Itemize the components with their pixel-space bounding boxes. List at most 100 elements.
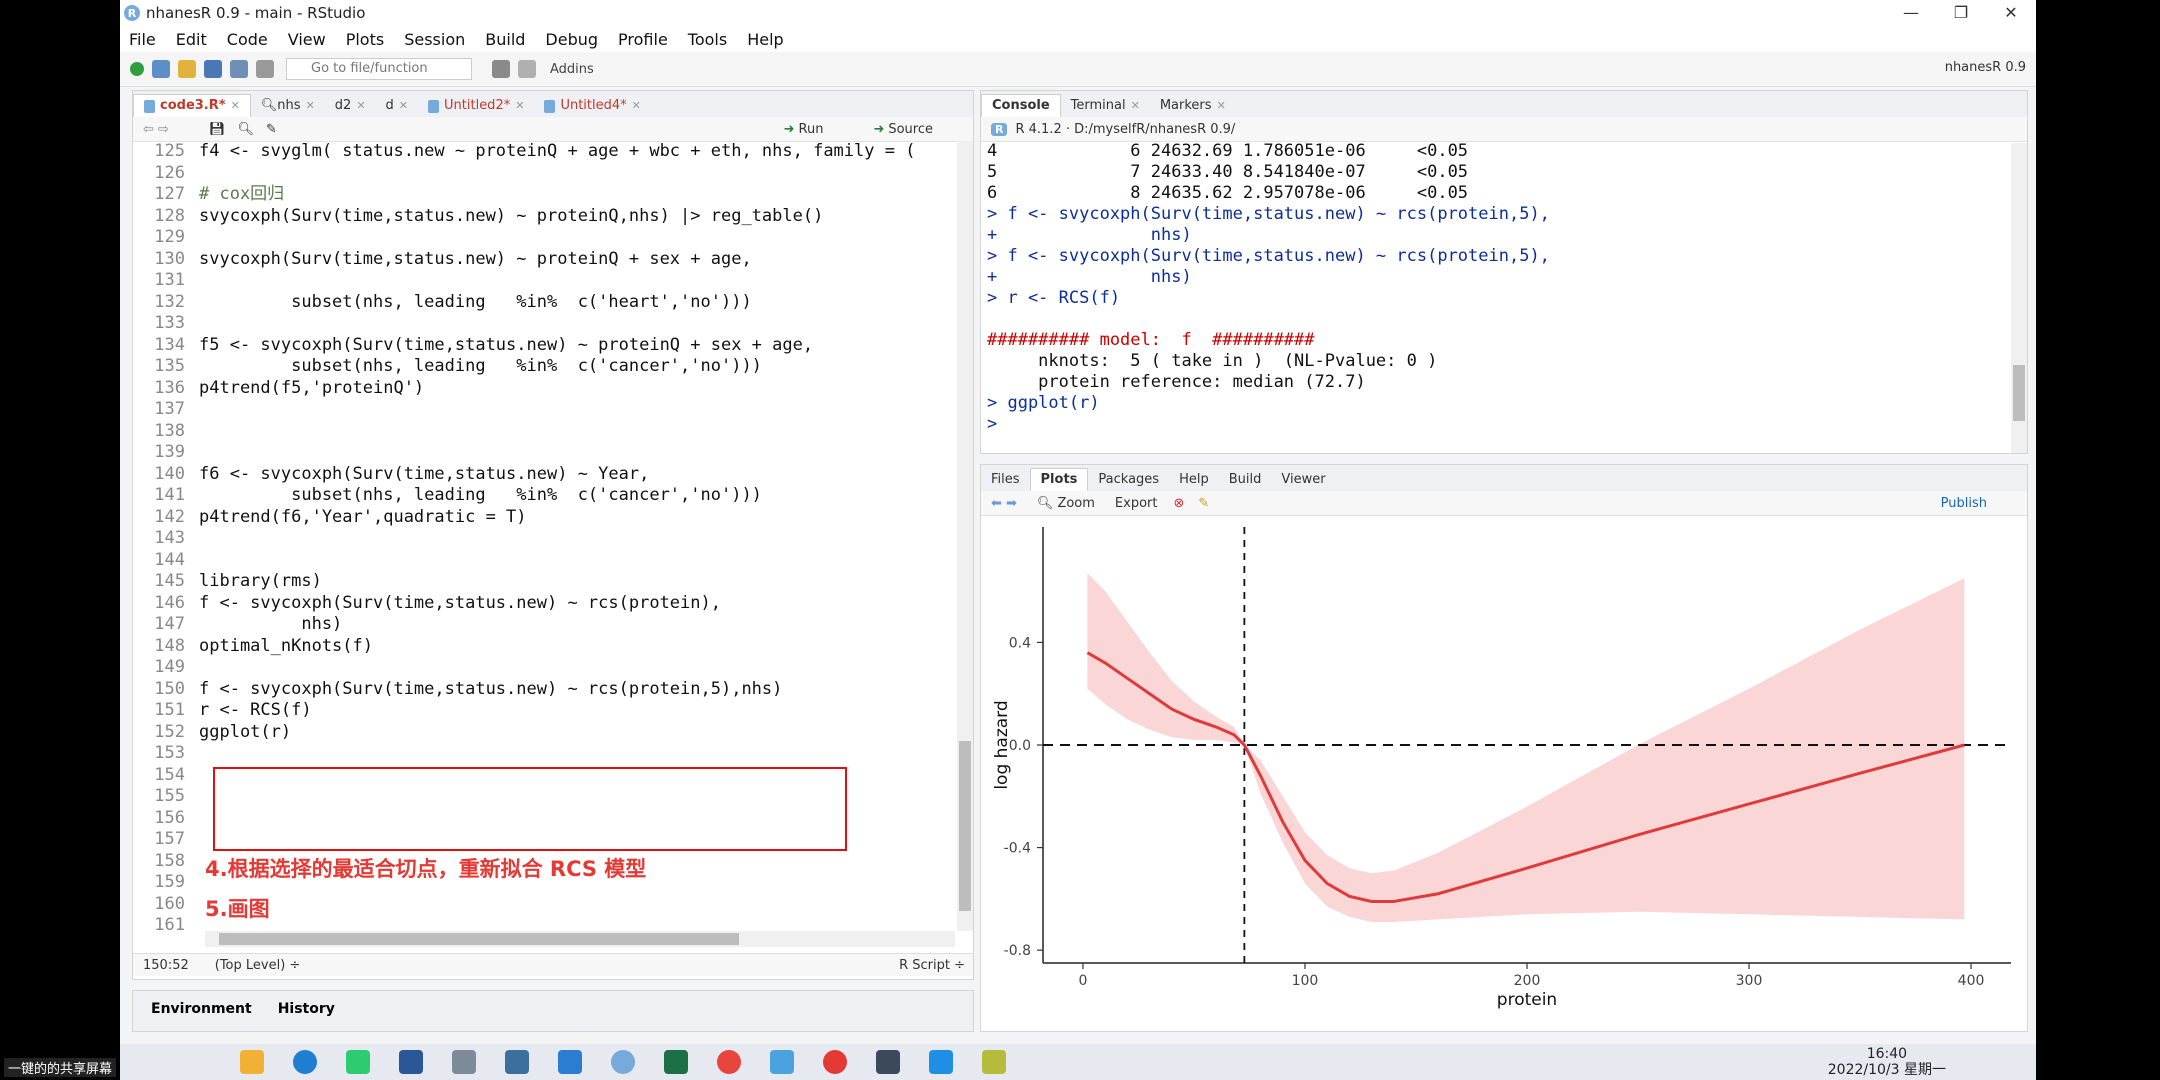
app-red-icon[interactable] (823, 1050, 847, 1074)
annotation-note-2: 5.画图 (205, 897, 270, 921)
tab-environment[interactable]: Environment (151, 1001, 252, 1017)
rstudio-taskbar-icon[interactable] (611, 1050, 635, 1074)
menu-profile[interactable]: Profile (618, 29, 668, 49)
menu-code[interactable]: Code (226, 29, 268, 49)
run-button[interactable]: Run (798, 121, 824, 137)
y-tick-label: -0.8 (1004, 943, 1031, 959)
line-number: 155 (154, 786, 185, 806)
notepad-icon[interactable] (982, 1050, 1006, 1074)
edge-icon[interactable] (293, 1050, 317, 1074)
line-number: 135 (154, 356, 185, 376)
back-forward-icon[interactable]: ⇦ ⇨ (143, 121, 169, 137)
r-version-path: R 4.1.2 · D:/myselfR/nhanesR 0.9/ (1015, 121, 1236, 137)
app-blue-icon[interactable] (929, 1050, 953, 1074)
restore-button[interactable]: ❐ (1953, 3, 1969, 22)
plots-toolbar: ⬅ ➡ 🔍︎ Zoom Export ⊗ ✎ Publish (981, 491, 2027, 516)
tab-history[interactable]: History (277, 1001, 335, 1017)
tab-terminal[interactable]: Terminal ✕ (1070, 98, 1140, 113)
scroll-thumb[interactable] (2013, 365, 2025, 421)
tab-code3[interactable]: code3.R* ✕ (133, 94, 251, 117)
find-icon[interactable]: 🔍︎ (237, 121, 254, 137)
save-all-icon[interactable] (230, 60, 248, 78)
grid-icon[interactable] (518, 60, 536, 78)
open-file-icon[interactable] (178, 60, 196, 78)
broom-icon[interactable]: ✎ (1198, 495, 1210, 511)
tab-markers[interactable]: Markers ✕ (1159, 98, 1226, 113)
console-output[interactable]: 4 6 24632.69 1.786051e-06 <0.05 5 7 24633… (987, 141, 2007, 449)
menu-tools[interactable]: Tools (687, 29, 728, 49)
save-icon[interactable]: 💾︎ (208, 121, 226, 137)
source-button[interactable]: Source (888, 121, 933, 137)
console-line: > r <- RCS(f) (987, 288, 1121, 308)
share-screen-label: 一键的的共享屏幕 (4, 1058, 117, 1077)
tab-nhs[interactable]: 🔍︎ nhs ✕ (251, 95, 325, 117)
chrome-icon[interactable] (717, 1050, 741, 1074)
screenshot-icon[interactable] (770, 1050, 794, 1074)
file-explorer-icon[interactable] (240, 1050, 264, 1074)
line-number: 146 (154, 592, 185, 613)
tab-d2[interactable]: d2 ✕ (334, 98, 366, 113)
console-line: protein reference: median (72.7) (987, 372, 1366, 392)
editor-vscrollbar[interactable] (957, 141, 973, 931)
hscroll-thumb[interactable] (219, 933, 739, 945)
menu-session[interactable]: Session (404, 29, 466, 49)
tab-d[interactable]: d ✕ (385, 98, 409, 113)
new-project-icon[interactable] (152, 60, 170, 78)
tab-console[interactable]: Console (981, 94, 1061, 117)
print-icon[interactable] (256, 60, 274, 78)
file-type-menu[interactable]: R Script ÷ (899, 957, 965, 973)
console-scrollbar[interactable] (2011, 143, 2027, 453)
scope-menu[interactable]: (Top Level) ÷ (214, 957, 301, 973)
tab-untitled2[interactable]: Untitled2* ✕ (418, 95, 534, 117)
line-text: optimal_nKnots(f) (199, 635, 373, 656)
wand-icon[interactable]: ✎ (265, 121, 277, 137)
cursor-position: 150:52 (143, 957, 189, 973)
excel-icon[interactable] (664, 1050, 688, 1074)
close-button[interactable]: ✕ (2004, 3, 2018, 22)
menu-build[interactable]: Build (485, 29, 526, 49)
save-icon[interactable] (204, 60, 222, 78)
tab-build[interactable]: Build (1228, 472, 1262, 487)
line-number: 143 (154, 528, 185, 548)
menu-file[interactable]: File (129, 29, 156, 49)
git-icon[interactable] (492, 60, 510, 78)
console-line: 5 7 24633.40 8.541840e-07 <0.05 (987, 162, 1469, 182)
line-text: subset(nhs, leading %in% c('heart','no')… (199, 291, 752, 312)
minimize-button[interactable]: — (1903, 3, 1919, 22)
code-line: 143 (133, 528, 963, 550)
scroll-thumb[interactable] (959, 741, 971, 911)
console-line: > ggplot(r) (987, 393, 1100, 413)
tab-plots[interactable]: Plots (1029, 468, 1089, 491)
wechat-icon[interactable] (346, 1050, 370, 1074)
clock[interactable]: 16:40 2022/10/3 星期一 (1828, 1046, 1946, 1078)
line-number: 137 (154, 399, 185, 419)
goto-file-input[interactable]: Go to file/function (286, 58, 472, 80)
cat-icon[interactable] (876, 1050, 900, 1074)
tab-untitled4[interactable]: Untitled4* ✕ (534, 95, 650, 117)
tab-files[interactable]: Files (991, 472, 1020, 487)
app-icon[interactable] (452, 1050, 476, 1074)
tab-viewer[interactable]: Viewer (1281, 472, 1326, 487)
menu-edit[interactable]: Edit (175, 29, 207, 49)
clock-time: 16:40 (1866, 1046, 1908, 1062)
remove-plot-icon[interactable]: ⊗ (1173, 495, 1185, 511)
tab-help[interactable]: Help (1179, 472, 1209, 487)
addins-menu[interactable]: Addins (550, 61, 594, 77)
export-button[interactable]: Export (1114, 495, 1158, 511)
prev-plot-icon[interactable]: ⬅ ➡ (991, 495, 1017, 511)
project-menu[interactable]: nhanesR 0.9 (1944, 60, 2026, 75)
vscode-icon[interactable] (558, 1050, 582, 1074)
tab-packages[interactable]: Packages (1098, 472, 1160, 487)
menu-help[interactable]: Help (747, 29, 784, 49)
editor-hscrollbar[interactable] (205, 931, 955, 947)
new-file-icon[interactable] (130, 62, 144, 76)
menu-debug[interactable]: Debug (545, 29, 599, 49)
code-editor[interactable]: 125 f4 <- svyglm( status.new ~ proteinQ +… (133, 141, 963, 931)
menu-view[interactable]: View (287, 29, 326, 49)
highlight-box (213, 767, 847, 851)
zoom-button[interactable]: Zoom (1057, 495, 1095, 511)
sas-icon[interactable] (505, 1050, 529, 1074)
menu-plots[interactable]: Plots (345, 29, 385, 49)
publish-button[interactable]: Publish (1940, 495, 1987, 511)
word-icon[interactable] (399, 1050, 423, 1074)
